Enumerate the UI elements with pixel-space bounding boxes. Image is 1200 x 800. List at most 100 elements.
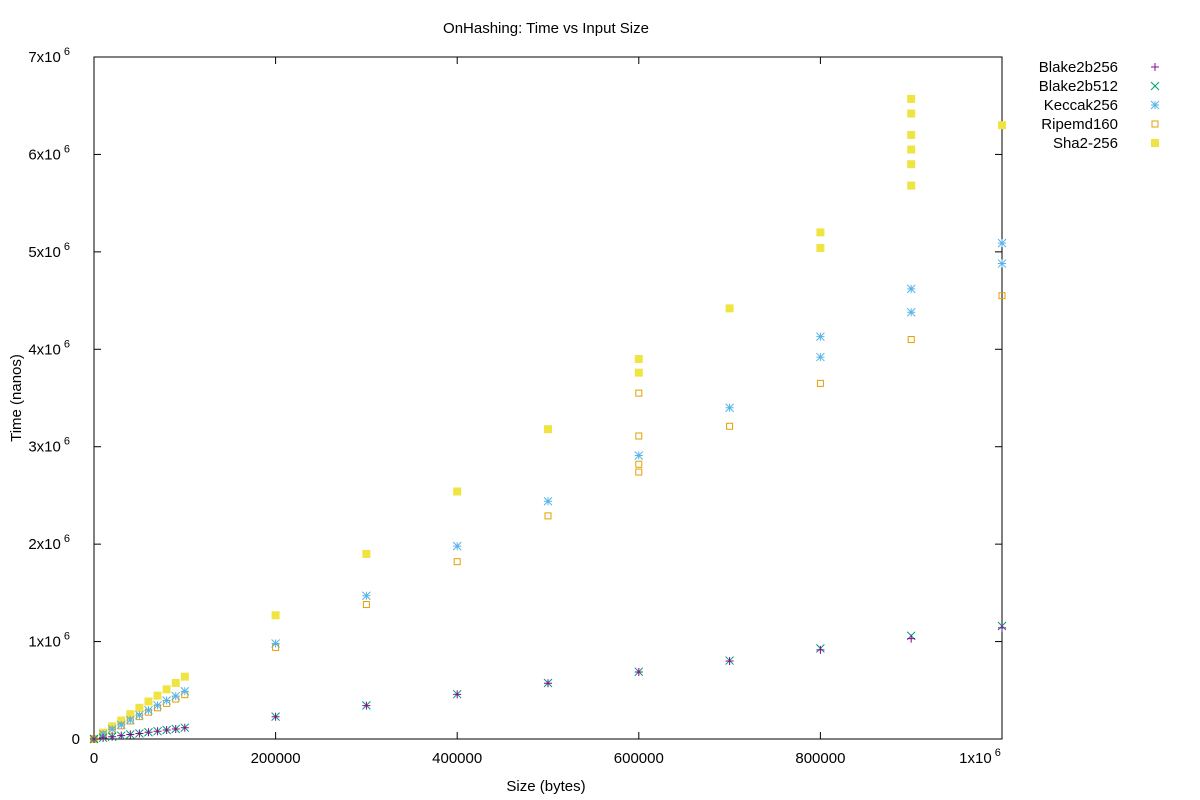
legend-label: Blake2b256 (1039, 59, 1118, 76)
y-axis-label: Time (nanos) (8, 354, 25, 442)
y-tick-label: 6x10 6 (28, 143, 70, 163)
data-point (907, 181, 916, 190)
data-point (452, 541, 462, 551)
data-points (89, 94, 1007, 744)
y-tick-label: 3x10 6 (28, 436, 70, 456)
data-point (453, 487, 462, 496)
data-point (108, 732, 117, 741)
x-tick-label: 800000 (795, 750, 845, 767)
legend-marker (1150, 81, 1160, 91)
data-point (998, 623, 1006, 632)
data-point (271, 611, 280, 620)
data-point (907, 130, 916, 139)
data-point (135, 710, 144, 720)
data-point (907, 109, 916, 118)
data-point (635, 460, 643, 468)
data-point (453, 690, 462, 699)
data-point (362, 701, 371, 710)
data-point (180, 672, 189, 681)
data-point (635, 432, 643, 440)
data-point (635, 389, 643, 397)
data-point (816, 243, 825, 252)
data-point (544, 425, 552, 434)
y-tick-label: 2x10 6 (28, 533, 70, 553)
data-point (271, 712, 280, 721)
data-point (153, 691, 162, 700)
data-point (907, 336, 915, 344)
data-point (144, 697, 153, 706)
data-point (997, 238, 1007, 248)
legend-label: Ripemd160 (1041, 116, 1118, 133)
data-point (634, 667, 643, 676)
data-point (117, 731, 126, 740)
x-tick-label: 400000 (432, 750, 482, 767)
data-point (544, 512, 552, 520)
data-point (144, 728, 153, 737)
data-point (144, 705, 153, 715)
legend-marker (1151, 139, 1159, 147)
data-point (135, 703, 144, 712)
data-point (725, 657, 734, 666)
y-tick-label: 1x10 6 (28, 631, 70, 651)
x-tick-label: 0 (90, 750, 98, 767)
data-point (725, 304, 734, 313)
data-point (153, 727, 162, 736)
data-point (162, 726, 171, 735)
data-point (906, 307, 916, 317)
data-point (362, 601, 370, 609)
legend-label: Blake2b512 (1039, 78, 1118, 95)
y-axis: 0 1x10 6 2x10 6 3x10 6 4x10 6 5x10 6 6x10 6 7x10 6 (28, 46, 1002, 748)
data-point (116, 720, 126, 730)
legend-marker (1150, 100, 1160, 110)
y-tick-label: 4x10 6 (28, 338, 70, 358)
y-tick-label: 7x10 6 (28, 46, 70, 66)
data-point (171, 691, 181, 701)
series-sha2-256 (90, 94, 1006, 743)
data-point (634, 451, 644, 460)
data-point (907, 94, 916, 103)
data-point (453, 558, 461, 566)
data-point (90, 735, 98, 743)
legend-label: Keccak256 (1044, 97, 1118, 114)
data-point (634, 355, 643, 364)
x-tick-label: 200000 (251, 750, 301, 767)
data-point (816, 645, 825, 654)
data-point (117, 716, 126, 725)
data-point (998, 292, 1006, 300)
data-point (907, 145, 916, 154)
data-point (816, 332, 825, 341)
data-point (107, 724, 117, 734)
data-point (153, 701, 162, 710)
chart-title: OnHashing: Time vs Input Size (443, 20, 649, 37)
data-point (816, 228, 825, 237)
data-point (126, 730, 135, 739)
series-blake2b256 (90, 623, 1006, 743)
plot-frame (93, 56, 1003, 740)
x-tick-label: 1x10 6 (959, 747, 1001, 767)
series-keccak256 (89, 238, 1007, 744)
legend-marker (1151, 63, 1159, 71)
data-point (634, 368, 643, 377)
data-point (126, 710, 135, 719)
data-point (362, 591, 371, 601)
data-point (997, 259, 1007, 268)
data-point (180, 723, 189, 732)
data-point (816, 379, 824, 387)
data-point (162, 685, 171, 694)
data-point (816, 352, 825, 362)
legend-label: Sha2-256 (1053, 135, 1118, 152)
data-point (171, 724, 180, 733)
x-axis-label: Size (bytes) (506, 778, 585, 795)
data-point (725, 403, 734, 413)
data-point (271, 639, 280, 648)
legend-marker (1151, 120, 1159, 128)
data-point (125, 715, 135, 725)
data-point (171, 678, 180, 687)
data-point (543, 496, 553, 506)
x-tick-label: 600000 (614, 750, 664, 767)
legend: Blake2b256 Blake2b512 Keccak256 Ripemd160 Sh… (1039, 59, 1160, 152)
data-point (907, 160, 916, 169)
data-point (906, 284, 916, 294)
data-point (180, 686, 190, 696)
